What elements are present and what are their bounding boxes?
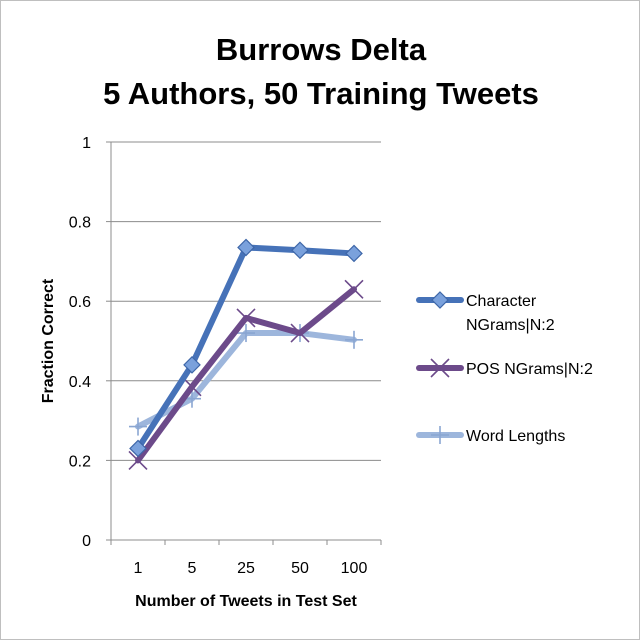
y-tick-label: 0.2	[69, 453, 91, 470]
series-line	[135, 286, 357, 464]
plus-marker	[237, 324, 255, 343]
plus-marker	[345, 330, 363, 349]
y-tick-labels: 0 0.2 0.4 0.6 0.8 1	[69, 135, 91, 550]
x-marker	[290, 323, 310, 343]
y-tick-label: 0	[82, 533, 91, 550]
legend-label: Word Lengths	[466, 428, 565, 445]
diamond-marker	[183, 356, 201, 374]
diamond-marker	[431, 291, 449, 309]
chart-title: Burrows Delta 5 Authors, 50 Training Twe…	[103, 32, 539, 111]
legend: Character NGrams|N:2 POS NGrams|N:2 Word Le…	[416, 291, 593, 445]
legend-entry-2: POS NGrams|N:2	[416, 358, 593, 378]
legend-label: NGrams|N:2	[466, 317, 555, 334]
legend-entry-1: Character NGrams|N:2	[416, 291, 555, 334]
y-axis-label: Fraction Correct	[40, 278, 57, 403]
legend-label: POS NGrams|N:2	[466, 361, 593, 378]
series-group	[128, 238, 364, 470]
x-axis-label: Number of Tweets in Test Set	[135, 593, 357, 610]
series-2	[128, 279, 364, 470]
legend-label: Character	[466, 293, 537, 310]
chart-title-line-1: Burrows Delta	[216, 32, 427, 67]
x-tick-label: 1	[134, 560, 143, 577]
y-tick-label: 0.6	[69, 294, 91, 311]
x-tick-label: 100	[341, 560, 368, 577]
x-tick-label: 5	[188, 560, 197, 577]
x-tick-labels: 1 5 25 50 100	[134, 560, 368, 577]
diamond-marker	[237, 238, 255, 257]
x-tick-label: 25	[237, 560, 255, 577]
plus-marker	[431, 426, 449, 444]
plus-marker	[129, 417, 147, 436]
x-marker	[430, 358, 450, 378]
diamond-marker	[129, 439, 147, 458]
series-1	[129, 238, 363, 458]
gridlines	[111, 141, 381, 461]
legend-entry-3: Word Lengths	[416, 426, 565, 445]
y-tick-label: 1	[82, 135, 91, 152]
x-marker	[182, 377, 202, 397]
x-tick-label: 50	[291, 560, 309, 577]
diamond-marker	[345, 244, 363, 263]
y-tick-label: 0.8	[69, 215, 91, 232]
x-marker	[344, 279, 364, 299]
x-marker	[236, 308, 256, 328]
axes	[106, 141, 382, 545]
series-3	[129, 324, 363, 436]
diamond-marker	[291, 241, 309, 260]
x-marker	[128, 450, 148, 470]
chart-title-line-2: 5 Authors, 50 Training Tweets	[103, 76, 539, 111]
y-tick-label: 0.4	[69, 374, 91, 391]
